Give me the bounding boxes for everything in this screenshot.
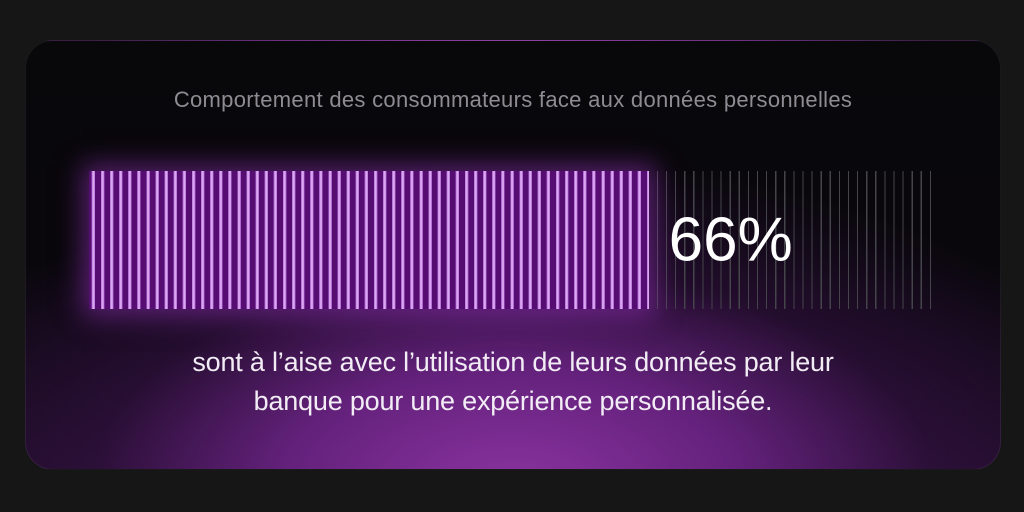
caption-line-2: banque pour une expérience personnalisée… bbox=[253, 386, 773, 416]
percentage-value-label: 66% bbox=[668, 205, 793, 275]
progress-bar-fill bbox=[89, 171, 649, 309]
caption-line-1: sont à l’aise avec l’utilisation de leur… bbox=[192, 347, 834, 377]
caption-text: sont à l’aise avec l’utilisation de leur… bbox=[26, 343, 1000, 421]
infographic-card: Comportement des consommateurs face aux … bbox=[25, 40, 1001, 470]
chart-title: Comportement des consommateurs face aux … bbox=[173, 87, 853, 112]
progress-bar: 66% bbox=[89, 171, 937, 309]
